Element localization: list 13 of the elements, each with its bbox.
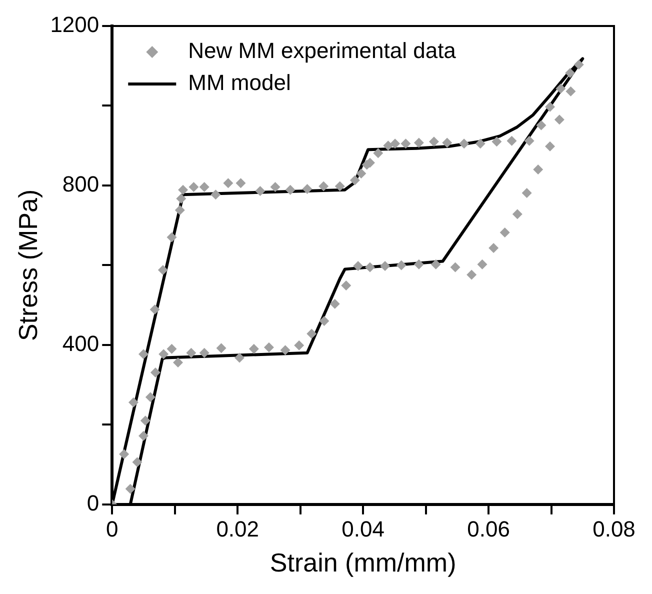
legend-label: MM model <box>188 70 291 96</box>
x-axis-title: Strain (mm/mm) <box>270 548 456 578</box>
legend-label: New MM experimental data <box>188 38 457 64</box>
y-tick-label: 400 <box>62 330 100 356</box>
x-tick-label: 0.02 <box>216 516 260 542</box>
y-axis-title: Stress (MPa) <box>12 189 43 342</box>
y-tick-label: 0 <box>86 490 100 516</box>
x-tick-label: 0.06 <box>467 516 510 542</box>
x-tick-label: 0.04 <box>342 516 384 542</box>
y-tick-label: 800 <box>62 172 100 197</box>
x-tick-label: 0 <box>106 516 118 542</box>
x-tick-label: 0.08 <box>592 516 636 542</box>
y-tick-label: 1200 <box>50 12 100 38</box>
